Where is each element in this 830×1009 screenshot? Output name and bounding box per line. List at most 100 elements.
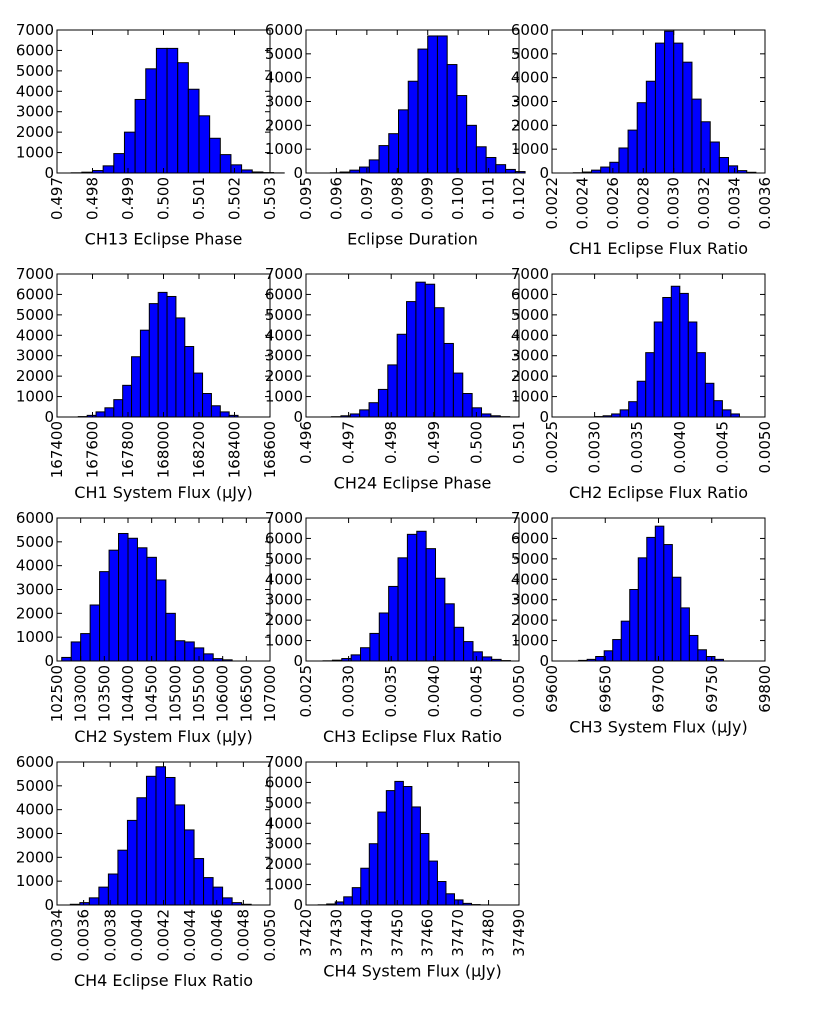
histogram-bar (700, 121, 711, 174)
x-tick-label: 167400 (48, 421, 66, 478)
histogram-bar (359, 409, 370, 418)
y-tick-label: 6000 (265, 21, 303, 39)
x-tick-label: 168200 (190, 421, 208, 478)
histogram-bar (387, 364, 398, 418)
histogram-bar (620, 620, 631, 662)
histogram-bar (446, 64, 458, 174)
y-tick-label: 4000 (511, 570, 549, 588)
y-tick-label: 4000 (511, 69, 549, 87)
y-tick-label: 3000 (265, 835, 303, 853)
y-tick-label: 0 (44, 652, 54, 670)
histogram-bar (136, 547, 148, 662)
x-tick-label: 0.0030 (665, 177, 683, 230)
x-tick-label: 69700 (650, 665, 668, 713)
x-tick-label: 37460 (419, 909, 437, 957)
x-tick-label: 0.0050 (261, 909, 279, 962)
y-tick-label: 7000 (265, 753, 303, 771)
x-axis-label: CH2 System Flux (μJy) (74, 727, 252, 746)
y-tick-label: 4000 (16, 801, 54, 819)
histogram-bar (104, 407, 115, 418)
histogram-bar (385, 790, 396, 906)
histogram-bar (462, 393, 473, 418)
histogram-bar (619, 409, 630, 418)
y-tick-label: 6000 (16, 285, 54, 303)
x-tick-label: 0.102 (510, 177, 528, 220)
y-tick-label: 5000 (511, 306, 549, 324)
histogram-bar (444, 603, 455, 662)
histogram-bar (645, 352, 655, 418)
histogram-bar (636, 380, 647, 418)
axes-frame (305, 273, 520, 418)
histogram-bar (166, 47, 179, 174)
histogram-bar (388, 133, 400, 174)
x-tick-label: 0.0038 (101, 909, 119, 962)
x-axis-label: CH24 Eclipse Phase (334, 474, 492, 493)
histogram-bar (177, 62, 189, 174)
y-tick-label: 0 (293, 652, 303, 670)
histogram-bar (219, 154, 232, 174)
histogram-bar (174, 804, 186, 906)
x-tick-label: 0.095 (297, 177, 315, 220)
axes-frame (551, 273, 766, 418)
histogram-bar (705, 656, 716, 662)
y-tick-label: 0 (539, 408, 549, 426)
histogram-bar (368, 843, 379, 906)
x-tick-label: 168600 (261, 421, 279, 478)
y-tick-label: 5000 (16, 306, 54, 324)
histogram-bar (202, 393, 212, 418)
y-tick-label: 1000 (265, 388, 303, 406)
x-tick-label: 105500 (190, 665, 208, 722)
y-tick-label: 5000 (16, 533, 54, 551)
x-tick-label: 0.0046 (208, 909, 226, 962)
histogram-bar (203, 653, 214, 662)
histogram-panel-2: 0 1000 2000 3000 4000 5000 6000 0.095 0.096 0.097… (265, 21, 528, 249)
x-tick-label: 0.0022 (543, 177, 561, 230)
histogram-bar (396, 333, 408, 418)
x-tick-label: 0.0036 (75, 909, 93, 962)
x-tick-label: 102500 (48, 665, 66, 722)
y-tick-label: 5000 (265, 306, 303, 324)
y-tick-label: 4000 (265, 326, 303, 344)
histogram-bar (612, 639, 622, 662)
histogram-bar (664, 30, 675, 174)
y-tick-label: 4000 (511, 326, 549, 344)
histogram-bar (453, 899, 464, 906)
histogram-bar (670, 285, 681, 418)
y-tick-label: 0 (44, 896, 54, 914)
x-tick-label: 0.096 (327, 177, 345, 220)
histogram-bar (394, 780, 404, 906)
y-tick-label: 3000 (511, 591, 549, 609)
x-tick-label: 0.0048 (234, 909, 252, 962)
histogram-bar (175, 317, 186, 418)
histogram-bar (654, 525, 665, 662)
y-tick-label: 7000 (16, 265, 54, 283)
histogram-bar (609, 161, 620, 174)
x-axis-label: CH4 System Flux (μJy) (323, 962, 501, 981)
x-tick-label: 0.500 (155, 177, 173, 220)
histogram-bar (691, 98, 702, 174)
histogram-bar (219, 411, 230, 418)
y-tick-label: 4000 (265, 570, 303, 588)
histogram-bar (122, 384, 133, 418)
x-axis-label: CH3 System Flux (μJy) (569, 718, 747, 737)
x-tick-label: 0.0036 (756, 177, 774, 230)
histogram-bar (378, 145, 390, 174)
x-tick-label: 105000 (166, 665, 184, 722)
x-tick-label: 37490 (510, 909, 528, 957)
histogram-bar (481, 656, 493, 662)
histogram-bar (108, 549, 120, 662)
histogram-bar (627, 129, 638, 174)
histogram-bar (99, 571, 110, 662)
histogram-bar (198, 115, 211, 174)
histogram-bar (209, 137, 221, 174)
x-tick-label: 0.0034 (726, 177, 744, 230)
histogram-bar (424, 283, 436, 418)
y-tick-label: 2000 (511, 116, 549, 134)
x-tick-label: 0.0035 (628, 421, 646, 474)
histogram-bar (70, 641, 82, 662)
histogram-bar (397, 557, 408, 662)
x-tick-label: 167600 (84, 421, 102, 478)
histogram-bar (155, 579, 167, 662)
histogram-panel-3: 0 1000 2000 3000 4000 5000 6000 0.0022 0.0024 0.0… (511, 21, 774, 258)
